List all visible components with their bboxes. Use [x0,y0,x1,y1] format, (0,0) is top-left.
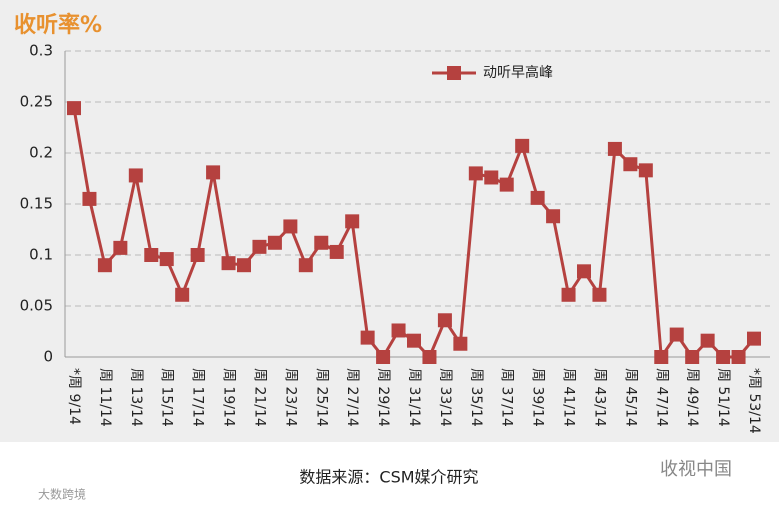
marker [731,350,746,364]
marker [206,165,221,180]
marker [669,327,684,342]
marker [237,258,251,273]
x-tick-label: 周 13/14 [128,368,144,427]
x-tick-label: 周 19/14 [221,368,237,427]
marker [700,333,715,348]
x-tick-label: 周 51/14 [715,368,731,427]
y-tick-label: 0 [43,348,53,366]
marker [499,177,514,192]
x-tick-label: 周 27/14 [344,368,360,427]
x-tick-label: 周 37/14 [499,368,515,427]
marker [190,248,205,262]
y-tick-label: 0.15 [20,195,53,213]
x-tick-label: 周 11/14 [97,368,113,427]
x-tick-label: 周 23/14 [282,368,298,427]
marker [82,191,97,206]
legend-marker [447,66,461,80]
chart-title: 收听率% [14,12,102,38]
marker [468,166,483,181]
marker [437,313,452,328]
x-tick-label: 周 49/14 [684,368,700,427]
marker [607,141,622,156]
marker [530,190,545,205]
x-tick-label: *周 53/14 [746,368,762,434]
marker [716,350,731,364]
x-tick-label: 周 41/14 [561,368,577,427]
x-tick-label: 周 47/14 [653,368,669,427]
x-tick-label: 周 45/14 [622,368,638,427]
marker [298,258,313,273]
marker [345,214,360,229]
source-note: 数据来源：CSM媒介研究 [299,468,478,487]
x-tick-label: 周 21/14 [251,368,267,427]
y-tick-label: 0.25 [20,93,53,111]
marker [623,157,638,172]
x-tick-label: 周 17/14 [190,368,206,427]
marker [252,239,267,254]
x-tick-label: *周 9/14 [66,368,82,425]
marker [561,287,576,302]
x-tick-label: 周 31/14 [406,368,422,427]
marker [360,330,375,345]
marker [113,240,128,255]
marker [638,163,653,178]
marker [747,331,761,346]
marker [221,256,236,271]
marker [515,138,530,153]
marker [175,287,190,302]
marker [283,219,298,234]
marker [685,350,700,364]
marker [422,350,437,364]
marker [267,235,282,250]
marker [314,235,329,250]
x-tick-label: 周 15/14 [159,368,175,427]
marker [592,287,607,302]
watermark: 收视中国 [660,459,732,480]
x-tick-label: 周 43/14 [591,368,607,427]
marker [97,258,112,273]
x-tick-label: 周 25/14 [313,368,329,427]
y-tick-label: 0.05 [20,297,53,315]
marker [577,264,591,279]
y-tick-label: 0.2 [29,144,53,162]
y-tick-label: 0.3 [29,42,53,60]
marker [407,333,421,348]
marker [128,168,143,183]
x-tick-label: 周 29/14 [375,368,391,427]
marker [453,336,468,351]
x-tick-label: 周 33/14 [437,368,453,427]
marker [391,323,406,338]
y-tick-label: 0.1 [29,246,53,264]
watermark: 大数跨境 [38,487,86,502]
marker [546,209,561,224]
legend-label: 动听早高峰 [483,64,553,81]
marker [329,244,344,259]
marker [376,350,391,364]
marker [144,248,159,262]
marker [484,170,499,185]
x-tick-label: 周 39/14 [530,368,546,427]
marker [654,350,669,364]
marker [159,252,174,267]
marker [67,101,81,116]
x-tick-label: 周 35/14 [468,368,484,427]
